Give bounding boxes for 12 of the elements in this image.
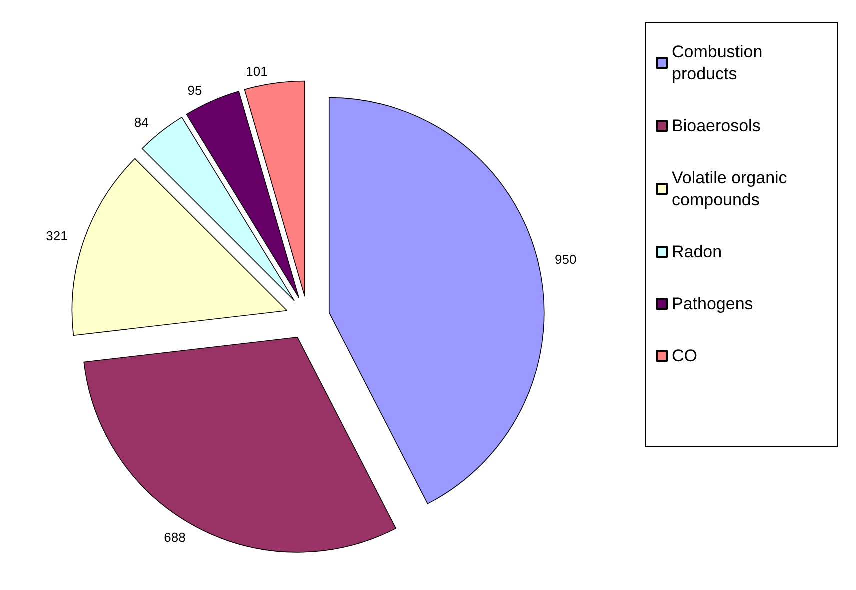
data-label: 688: [164, 530, 186, 546]
data-label: 95: [188, 82, 202, 98]
legend-label: CO: [672, 346, 698, 366]
legend-label: Pathogens: [672, 294, 754, 314]
legend-label: Radon: [672, 242, 722, 262]
data-label: 950: [554, 252, 577, 267]
legend-label: Combustion products: [672, 42, 768, 84]
legend-label: Bioaerosols: [672, 116, 761, 136]
legend-label: Volatile organic compounds: [672, 168, 792, 210]
data-label: 321: [46, 228, 68, 244]
data-label: 101: [246, 64, 268, 79]
data-label: 84: [134, 115, 149, 130]
